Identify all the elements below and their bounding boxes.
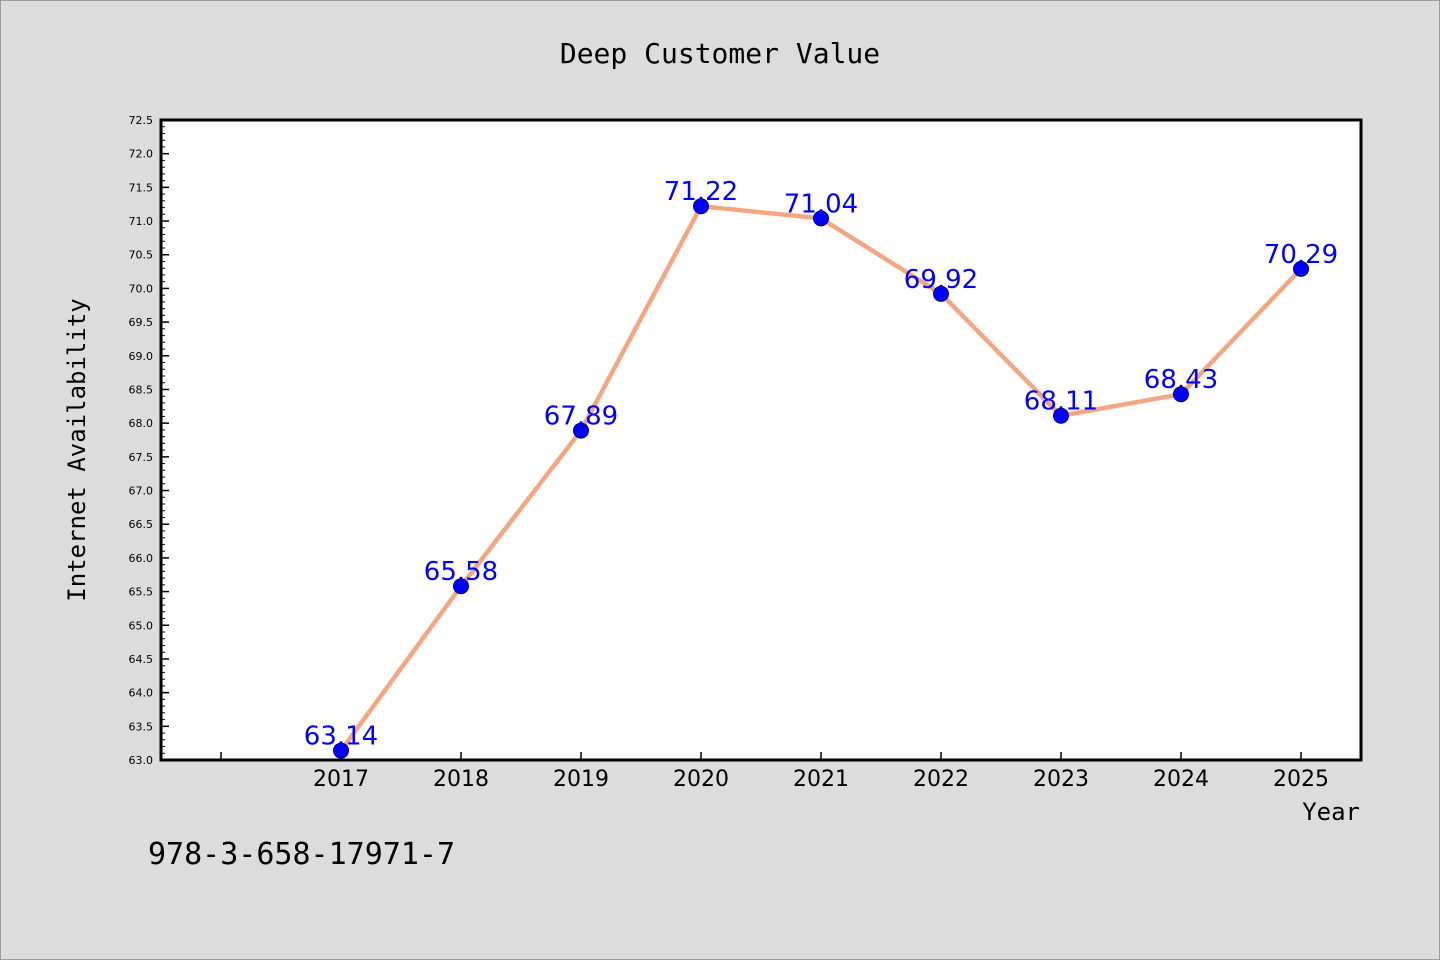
x-tick-label: 2022 <box>913 767 969 792</box>
series-layer: 63.14 65.58 67.89 71.22 71.04 69.92 68.11 68.43… <box>304 177 1338 759</box>
data-point <box>813 210 829 227</box>
x-axis-label: Year <box>1302 798 1360 826</box>
x-tick-label: 2025 <box>1273 767 1329 792</box>
y-tick-label: 71.0 <box>129 215 154 228</box>
y-tick-label: 70.0 <box>129 282 154 295</box>
data-label: 63.14 <box>304 722 378 752</box>
data-point <box>1053 407 1069 424</box>
data-label: 71.04 <box>784 189 858 219</box>
x-tick-label: 2023 <box>1033 767 1089 792</box>
x-tick-label: 2018 <box>433 767 489 792</box>
data-label: 69.92 <box>904 265 978 295</box>
x-tick-label: 2024 <box>1153 767 1209 792</box>
plot-area <box>161 120 1361 760</box>
y-tick-label: 63.0 <box>129 754 154 767</box>
y-tick-label: 65.0 <box>129 619 154 632</box>
data-point <box>1173 386 1189 403</box>
x-axis-ticks: 2017 2018 2019 2020 2021 2022 2023 2024 2025 <box>220 752 1329 792</box>
data-point <box>573 422 589 439</box>
y-tick-label: 63.5 <box>129 720 154 733</box>
footer-isbn: 978-3-658-17971-7 <box>148 837 455 872</box>
data-point <box>933 285 949 302</box>
plot-frame <box>159 118 1363 762</box>
x-tick-label: 2020 <box>673 767 729 792</box>
y-tick-label: 72.5 <box>129 114 154 127</box>
y-tick-label: 68.0 <box>129 417 154 430</box>
y-tick-label: 64.0 <box>129 687 154 700</box>
y-tick-label: 70.5 <box>129 249 154 262</box>
data-label: 68.43 <box>1144 365 1218 395</box>
x-tick-label: 2019 <box>553 767 609 792</box>
data-point <box>1293 260 1309 277</box>
y-axis-label: Internet Availability <box>63 298 91 601</box>
y-tick-label: 65.5 <box>129 586 154 599</box>
y-tick-label: 68.5 <box>129 383 154 396</box>
y-tick-label: 67.5 <box>129 451 154 464</box>
data-label: 67.89 <box>544 402 618 432</box>
data-point <box>333 742 349 759</box>
data-label: 65.58 <box>424 557 498 587</box>
y-tick-label: 71.5 <box>129 181 154 194</box>
y-tick-label: 66.0 <box>129 552 154 565</box>
y-tick-label: 69.0 <box>129 350 154 363</box>
data-label: 68.11 <box>1024 387 1098 417</box>
y-tick-label: 69.5 <box>129 316 154 329</box>
data-label: 70.29 <box>1264 240 1338 270</box>
y-tick-label: 67.0 <box>129 485 154 498</box>
data-point <box>693 198 709 215</box>
x-tick-label: 2017 <box>313 767 369 792</box>
data-point <box>453 578 469 595</box>
y-tick-label: 66.5 <box>129 518 154 531</box>
x-tick-label: 2021 <box>793 767 849 792</box>
y-axis-ticks: 63.0 63.5 64.0 64.5 65.0 65.5 66.0 66.5 67.0 67.5… <box>129 114 169 767</box>
y-tick-label: 64.5 <box>129 653 154 666</box>
chart-title: Deep Customer Value <box>560 37 880 70</box>
y-tick-label: 72.0 <box>129 148 154 161</box>
data-label: 71.22 <box>664 177 738 207</box>
